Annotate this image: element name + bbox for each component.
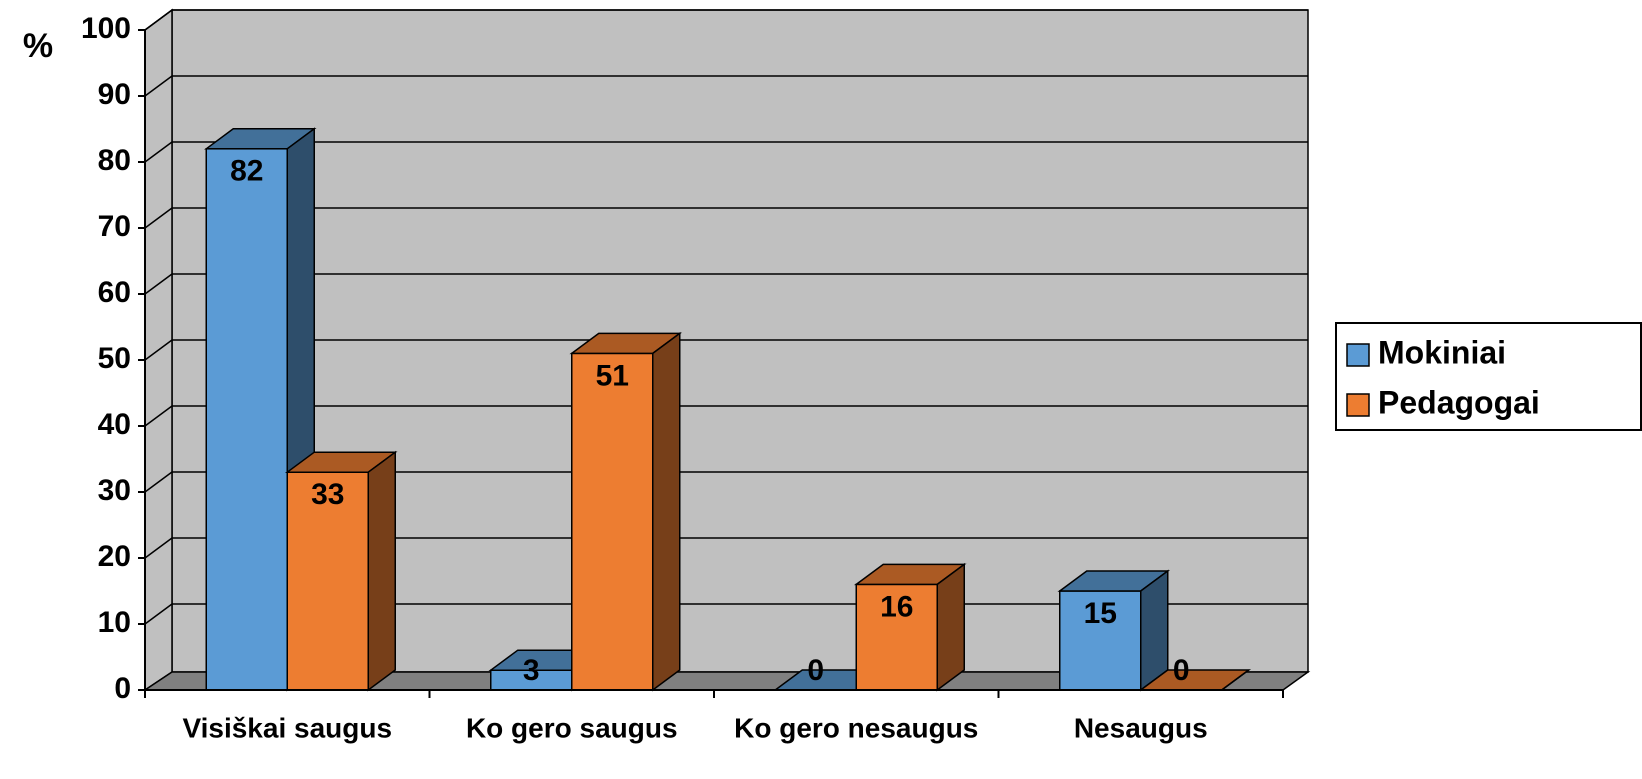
x-tick-label: Visiškai saugus	[182, 712, 392, 743]
y-axis-label: %	[23, 27, 53, 65]
data-label: 3	[523, 654, 540, 687]
grid-line	[144, 75, 173, 97]
bar-side	[367, 450, 396, 692]
data-label: 82	[230, 155, 263, 188]
grid-line	[144, 603, 173, 625]
y-tick-label: 90	[98, 78, 131, 111]
bar	[853, 562, 967, 692]
x-tick-label: Ko gero saugus	[466, 712, 678, 743]
y-tick-label: 20	[98, 540, 131, 573]
data-label: 16	[880, 590, 913, 623]
grid-line	[144, 273, 173, 295]
bar-side	[1221, 669, 1250, 691]
bar-side	[652, 331, 681, 692]
x-tick-label: Ko gero nesaugus	[734, 712, 978, 743]
legend-label: Pedagogai	[1378, 384, 1540, 420]
y-tick-label: 70	[98, 210, 131, 243]
bar	[569, 331, 683, 692]
y-tick-label: 50	[98, 342, 131, 375]
y-tick-label: 10	[98, 606, 131, 639]
data-label: 0	[807, 654, 824, 687]
data-label: 0	[1173, 654, 1190, 687]
bar-front	[205, 148, 288, 691]
x-tick-label: Nesaugus	[1074, 712, 1208, 743]
bar-front	[1059, 590, 1142, 691]
legend-label: Mokiniai	[1378, 334, 1506, 370]
y-tick-label: 0	[114, 672, 131, 705]
grid-line	[144, 207, 173, 229]
y-tick-label: 40	[98, 408, 131, 441]
grid-line	[144, 141, 173, 163]
grid-line	[144, 405, 173, 427]
grid-line	[144, 471, 173, 493]
y-tick-label: 80	[98, 144, 131, 177]
y-tick-label: 30	[98, 474, 131, 507]
grid-line	[144, 537, 173, 559]
legend-swatch	[1346, 343, 1370, 367]
legend-swatch	[1346, 393, 1370, 417]
y-tick-label: 60	[98, 276, 131, 309]
bar-front	[571, 352, 654, 691]
legend	[1335, 322, 1642, 431]
data-label: 51	[596, 359, 629, 392]
grid-line	[144, 339, 173, 361]
grid-line	[144, 9, 173, 31]
bar-side	[936, 562, 965, 692]
bar	[1057, 569, 1171, 692]
y-tick-label: 100	[81, 12, 131, 45]
data-label: 33	[311, 478, 344, 511]
data-label: 15	[1084, 597, 1117, 630]
